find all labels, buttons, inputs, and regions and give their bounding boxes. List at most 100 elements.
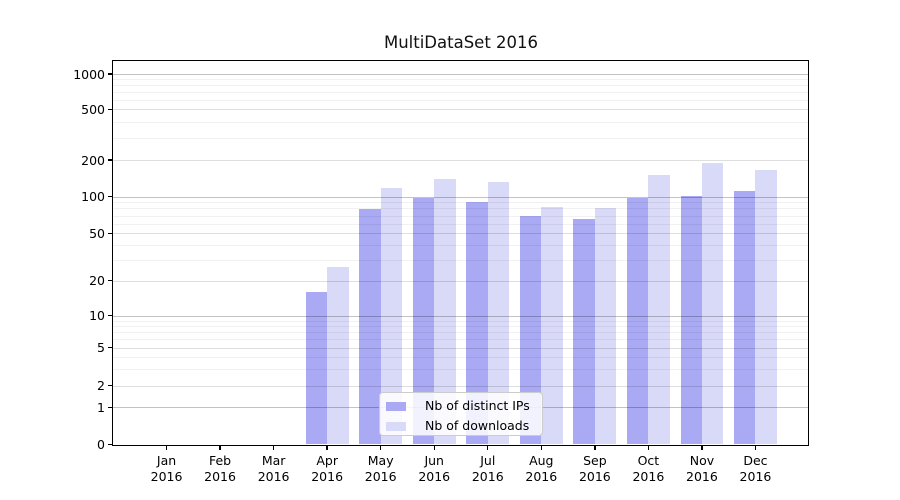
y-tick-mark xyxy=(108,443,113,446)
minor-gridline xyxy=(113,223,809,225)
x-tick-label-jan: Jan 2016 xyxy=(139,453,195,485)
major-gridline xyxy=(113,315,809,317)
downloads-swatch-icon xyxy=(386,421,406,431)
x-tick-month: Jan xyxy=(156,453,177,468)
legend-item-downloads: Nb of downloads xyxy=(386,417,542,435)
x-tick-month: Mar xyxy=(261,453,286,468)
bar-nb-of-downloads-jun xyxy=(434,179,456,445)
x-tick-year: 2016 xyxy=(150,469,183,484)
bar-nb-of-distinct-ips-oct xyxy=(626,197,649,445)
y-tick-mark xyxy=(108,159,113,161)
bar-nb-of-distinct-ips-may xyxy=(359,209,381,445)
minor-gridline xyxy=(113,368,809,370)
legend-label-distinct-ips: Nb of distinct IPs xyxy=(425,398,530,413)
y-tick-label: 20 xyxy=(89,273,105,289)
y-tick-mark xyxy=(108,196,113,198)
y-tick-label: 200 xyxy=(81,152,105,168)
x-tick-month: Apr xyxy=(316,453,338,468)
y-tick-mark xyxy=(108,315,113,317)
x-tick-label-jul: Jul 2016 xyxy=(460,453,516,485)
x-tick-label-mar: Mar 2016 xyxy=(246,453,302,485)
y-tick-label: 50 xyxy=(89,225,105,241)
bar-nb-of-downloads-aug xyxy=(541,206,563,445)
x-tick-mark xyxy=(487,445,489,450)
y-tick-label: 10 xyxy=(89,308,105,324)
bar-nb-of-distinct-ips-sep xyxy=(573,218,595,445)
x-tick-month: Jul xyxy=(480,453,496,468)
distinct-ips-swatch-icon xyxy=(386,401,406,411)
minor-gridline xyxy=(113,85,809,87)
x-tick-label-jun: Jun 2016 xyxy=(406,453,462,485)
x-tick-label-may: May 2016 xyxy=(353,453,409,485)
y-tick-label: 1000 xyxy=(73,66,105,82)
y-tick-mark xyxy=(108,232,113,234)
minor-gridline xyxy=(113,137,809,139)
bars-layer xyxy=(113,61,809,445)
bar-nb-of-distinct-ips-aug xyxy=(519,215,542,445)
x-tick-month: Dec xyxy=(743,453,768,468)
x-tick-mark xyxy=(594,445,596,450)
minor-gridline xyxy=(113,326,809,327)
x-tick-year: 2016 xyxy=(739,469,772,484)
bar-nb-of-downloads-dec xyxy=(755,170,777,445)
x-tick-year: 2016 xyxy=(364,469,397,484)
bar-nb-of-downloads-nov xyxy=(701,162,724,445)
x-tick-month: Jun xyxy=(424,453,444,468)
x-tick-year: 2016 xyxy=(686,469,718,484)
y-tick-mark xyxy=(108,73,113,75)
y-tick-mark xyxy=(108,280,113,282)
minor-gridline xyxy=(113,79,809,81)
y-tick-label: 1 xyxy=(97,399,105,415)
major-gridline xyxy=(113,280,809,282)
x-tick-mark xyxy=(165,445,168,450)
y-tick-label: 2 xyxy=(97,378,105,394)
bar-nb-of-distinct-ips-apr xyxy=(305,291,328,445)
x-tick-label-nov: Nov 2016 xyxy=(674,453,730,485)
x-tick-label-dec: Dec 2016 xyxy=(727,453,783,485)
minor-gridline xyxy=(113,320,809,322)
x-tick-month: Nov xyxy=(689,453,715,468)
x-tick-year: 2016 xyxy=(471,469,504,484)
major-gridline xyxy=(113,109,809,111)
chart-title: MultiDataSet 2016 xyxy=(383,33,539,52)
grid-layer xyxy=(113,61,809,445)
x-tick-year: 2016 xyxy=(525,469,558,484)
major-gridline xyxy=(113,385,809,387)
minor-gridline xyxy=(113,92,809,94)
minor-gridline xyxy=(113,100,809,101)
bar-nb-of-distinct-ips-dec xyxy=(734,190,756,445)
x-tick-month: Oct xyxy=(637,453,660,468)
x-tick-label-aug: Aug 2016 xyxy=(513,453,569,485)
bar-nb-of-downloads-may xyxy=(380,187,403,445)
minor-gridline xyxy=(113,244,809,246)
x-tick-label-sep: Sep 2016 xyxy=(567,453,623,485)
major-gridline xyxy=(113,196,809,198)
y-tick-mark xyxy=(108,347,113,349)
legend-label-downloads: Nb of downloads xyxy=(425,418,530,433)
x-tick-mark xyxy=(219,445,221,450)
bar-nb-of-distinct-ips-nov xyxy=(680,196,702,445)
y-tick-label: 500 xyxy=(81,101,105,117)
y-tick-label: 5 xyxy=(97,340,105,356)
x-tick-year: 2016 xyxy=(578,469,611,484)
x-tick-month: May xyxy=(367,453,394,468)
x-tick-month: Feb xyxy=(208,453,232,468)
x-tick-label-apr: Apr 2016 xyxy=(299,453,355,485)
bar-nb-of-downloads-oct xyxy=(648,174,670,445)
x-tick-label-feb: Feb 2016 xyxy=(192,453,248,485)
minor-gridline xyxy=(113,332,809,334)
bar-nb-of-distinct-ips-jun xyxy=(412,197,435,445)
legend-item-distinct-ips: Nb of distinct IPs xyxy=(386,397,542,415)
x-tick-year: 2016 xyxy=(204,469,236,484)
minor-gridline xyxy=(113,356,809,358)
x-tick-year: 2016 xyxy=(311,469,344,484)
x-tick-year: 2016 xyxy=(257,469,290,484)
bar-nb-of-downloads-apr xyxy=(327,267,349,445)
y-tick-mark xyxy=(108,406,113,408)
bar-nb-of-downloads-sep xyxy=(594,208,617,445)
x-tick-mark xyxy=(647,445,650,450)
legend: Nb of distinct IPs Nb of downloads xyxy=(379,392,543,436)
y-tick-label: 0 xyxy=(97,437,105,452)
minor-gridline xyxy=(113,339,809,341)
minor-gridline xyxy=(113,215,809,217)
